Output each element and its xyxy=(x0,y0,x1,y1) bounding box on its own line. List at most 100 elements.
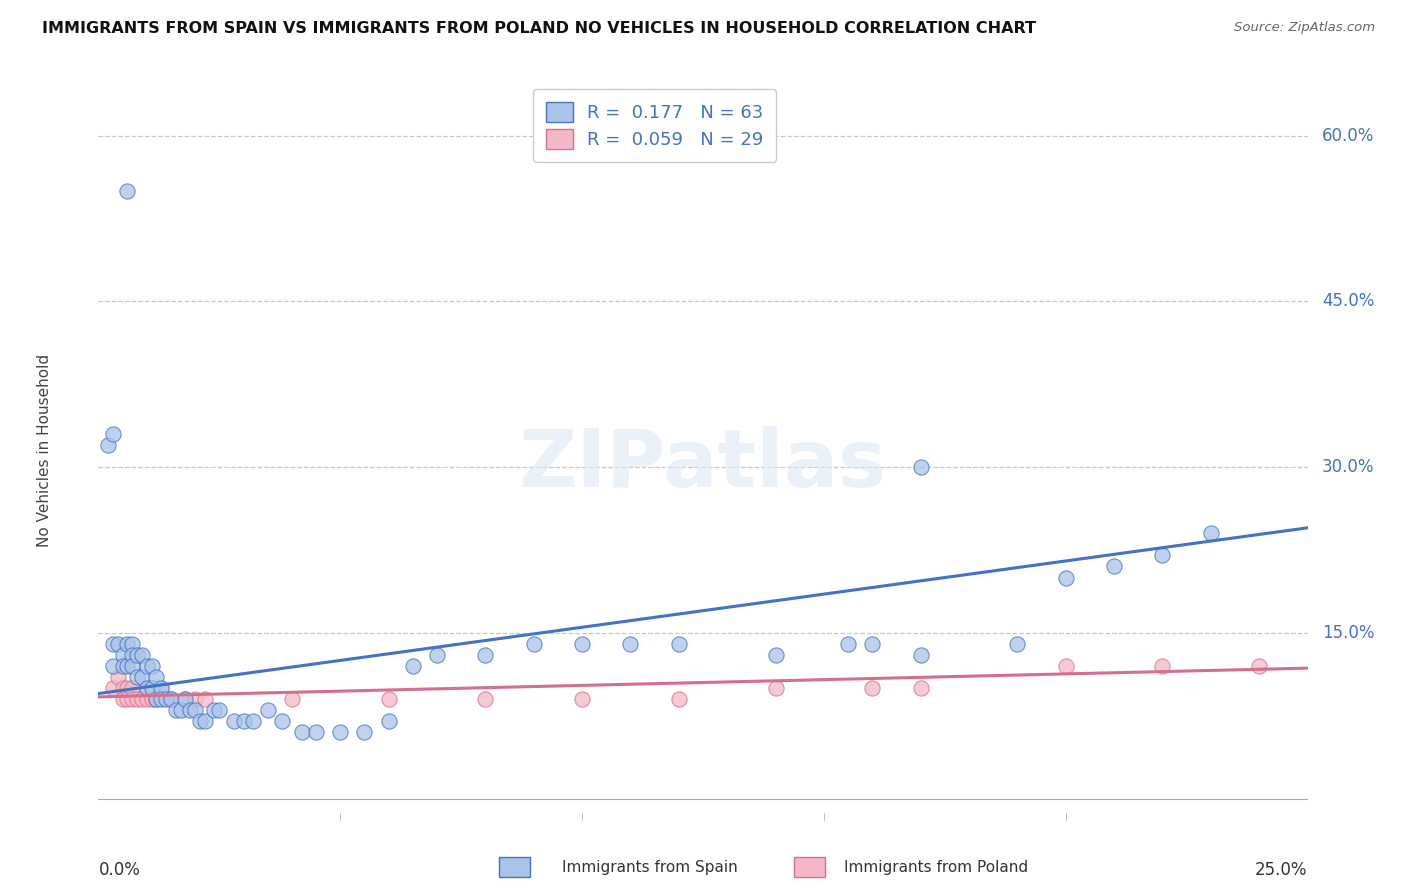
Point xyxy=(121,659,143,673)
Point xyxy=(860,681,883,695)
Point xyxy=(242,714,264,729)
Point xyxy=(910,648,932,662)
Point xyxy=(571,692,593,706)
Point xyxy=(523,637,546,651)
Point xyxy=(117,692,139,706)
Point xyxy=(765,681,787,695)
Point xyxy=(135,681,157,695)
Point xyxy=(402,659,425,673)
Point xyxy=(117,637,139,651)
Point xyxy=(305,725,328,739)
Point xyxy=(860,637,883,651)
Point xyxy=(121,637,143,651)
Text: 0.0%: 0.0% xyxy=(98,862,141,880)
Point xyxy=(232,714,254,729)
Point xyxy=(619,637,641,651)
Point xyxy=(474,648,496,662)
Point xyxy=(107,637,129,651)
Point xyxy=(174,692,197,706)
Point xyxy=(179,703,201,717)
Point xyxy=(910,460,932,475)
Point xyxy=(426,648,449,662)
Point xyxy=(271,714,294,729)
Point xyxy=(188,714,211,729)
Point xyxy=(131,692,153,706)
Point xyxy=(329,725,352,739)
Point xyxy=(127,670,149,684)
Point xyxy=(111,692,134,706)
Point xyxy=(474,692,496,706)
Point xyxy=(111,648,134,662)
Point xyxy=(765,648,787,662)
Point xyxy=(111,659,134,673)
Point xyxy=(208,703,231,717)
Point xyxy=(165,703,187,717)
Point xyxy=(135,659,157,673)
Point xyxy=(910,681,932,695)
Point xyxy=(184,703,207,717)
Point xyxy=(194,714,217,729)
Text: 25.0%: 25.0% xyxy=(1256,862,1308,880)
Point xyxy=(141,681,163,695)
Point xyxy=(117,681,139,695)
Point xyxy=(1199,526,1222,541)
Point xyxy=(121,648,143,662)
Point xyxy=(256,703,278,717)
Point xyxy=(121,681,143,695)
Point xyxy=(101,426,124,441)
Text: Immigrants from Poland: Immigrants from Poland xyxy=(844,860,1028,874)
Point xyxy=(377,692,399,706)
Text: 30.0%: 30.0% xyxy=(1322,458,1375,476)
Point xyxy=(1102,559,1125,574)
Point xyxy=(174,692,197,706)
Point xyxy=(668,692,690,706)
Point xyxy=(1054,659,1077,673)
Point xyxy=(127,692,149,706)
Point xyxy=(194,692,217,706)
Point xyxy=(101,659,124,673)
Point xyxy=(145,692,167,706)
Point xyxy=(117,184,139,198)
Point xyxy=(131,648,153,662)
Point xyxy=(141,659,163,673)
Text: IMMIGRANTS FROM SPAIN VS IMMIGRANTS FROM POLAND NO VEHICLES IN HOUSEHOLD CORRELA: IMMIGRANTS FROM SPAIN VS IMMIGRANTS FROM… xyxy=(42,21,1036,36)
Point xyxy=(204,703,226,717)
Text: Source: ZipAtlas.com: Source: ZipAtlas.com xyxy=(1234,21,1375,34)
Point xyxy=(145,692,167,706)
Point xyxy=(107,670,129,684)
Point xyxy=(121,692,143,706)
Point xyxy=(1249,659,1271,673)
Text: 60.0%: 60.0% xyxy=(1322,127,1375,145)
Point xyxy=(150,681,173,695)
Point xyxy=(155,692,177,706)
Text: ZIPatlas: ZIPatlas xyxy=(519,426,887,504)
Point xyxy=(127,648,149,662)
Point xyxy=(837,637,859,651)
Point xyxy=(169,703,191,717)
Point xyxy=(150,681,173,695)
Text: 15.0%: 15.0% xyxy=(1322,624,1375,641)
Point xyxy=(141,692,163,706)
Point xyxy=(1007,637,1029,651)
Point xyxy=(160,692,183,706)
Point xyxy=(101,637,124,651)
Point xyxy=(184,692,207,706)
Point xyxy=(1054,570,1077,584)
Point xyxy=(377,714,399,729)
Point xyxy=(1152,549,1174,563)
Point xyxy=(668,637,690,651)
Point xyxy=(160,692,183,706)
Text: 45.0%: 45.0% xyxy=(1322,293,1375,310)
Legend: R =  0.177   N = 63, R =  0.059   N = 29: R = 0.177 N = 63, R = 0.059 N = 29 xyxy=(533,89,776,161)
Point xyxy=(1152,659,1174,673)
Point xyxy=(290,725,312,739)
Point xyxy=(353,725,375,739)
Point xyxy=(571,637,593,651)
Point xyxy=(135,692,157,706)
Point xyxy=(150,692,173,706)
Point xyxy=(145,670,167,684)
Point xyxy=(97,438,120,452)
Point xyxy=(281,692,304,706)
Point xyxy=(131,670,153,684)
Point xyxy=(222,714,245,729)
